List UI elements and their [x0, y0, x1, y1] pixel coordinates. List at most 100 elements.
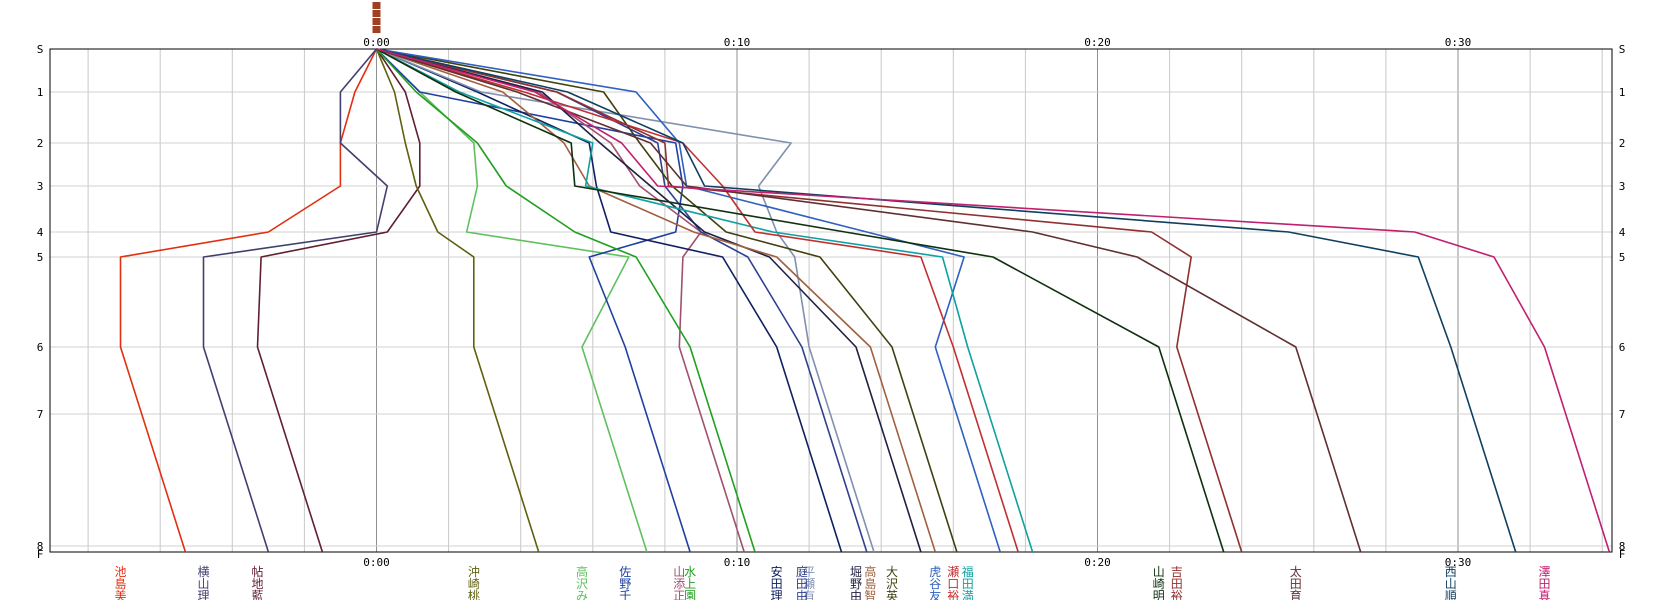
series-line: [376, 48, 958, 553]
y-tick-label-right: 7: [1619, 408, 1626, 421]
runner-name-char: 田: [1290, 577, 1302, 591]
runner-name-char: 裕: [1171, 588, 1183, 600]
x-tick-label-top: 0:30: [1445, 36, 1472, 49]
runner-name-char: 有: [803, 589, 815, 600]
runner-name-char: 瀬: [947, 565, 959, 579]
runner-name-char: 沖: [468, 565, 480, 579]
runner-name-char: 高: [576, 564, 588, 579]
y-tick-label-left: 7: [37, 408, 44, 421]
runner-name-char: 千: [619, 589, 631, 600]
y-tick-label-right: 8: [1619, 540, 1626, 553]
series-line: [376, 48, 843, 553]
grid: [50, 49, 1612, 552]
runner-name-label: 横山理: [197, 565, 209, 600]
runner-name-char: 田: [1171, 577, 1183, 591]
y-tick-label-right: 6: [1619, 341, 1626, 354]
series-line: [376, 48, 1362, 553]
start-marker: [372, 10, 381, 17]
runner-name-label: 吉田裕: [1171, 565, 1183, 600]
runner-name-char: 谷: [929, 577, 941, 591]
runner-name-char: 瀬: [803, 577, 815, 591]
runner-name-char: 沢: [886, 577, 898, 591]
runner-name-char: 虎: [929, 565, 941, 579]
runner-name-char: 智: [864, 588, 876, 600]
runner-name-label: 山崎明: [1153, 565, 1165, 600]
runner-name-char: 裕: [947, 588, 959, 600]
series-layer: [119, 48, 1611, 553]
runner-name-char: 美: [115, 589, 127, 600]
series-line: [376, 48, 1001, 553]
x-tick-label-bottom: 0:20: [1084, 556, 1111, 569]
runner-name-char: 澤: [1539, 565, 1551, 579]
runner-name-char: 沢: [576, 577, 588, 591]
series-line: [376, 48, 1019, 553]
runner-name-char: 育: [1290, 588, 1302, 600]
x-tick-label-bottom: 0:10: [724, 556, 751, 569]
series-line: [376, 48, 875, 553]
runner-name-char: 高: [864, 564, 876, 579]
runner-name-char: 福: [962, 564, 974, 579]
runner-name-char: 山: [197, 577, 209, 591]
runner-name-label: 池島美: [115, 565, 127, 600]
runner-name-label: 堀野由: [850, 564, 862, 600]
series-line: [376, 48, 745, 553]
series-line: [375, 48, 648, 553]
y-tick-label-right: S: [1619, 43, 1626, 56]
runner-name-char: 山: [673, 565, 685, 579]
runner-name-label: 澤田真: [1539, 565, 1551, 600]
runner-name-char: 理: [197, 589, 209, 600]
runner-name-label: 山添正: [673, 565, 685, 600]
y-tick-label-left: 5: [37, 251, 44, 264]
runner-name-label: 虎谷友: [929, 565, 941, 600]
series-line: [375, 48, 540, 553]
y-tick-label-left: 8: [37, 540, 44, 553]
series-line: [376, 48, 1611, 553]
runner-name-char: 崎: [1153, 577, 1165, 591]
runner-name-char: 友: [929, 589, 941, 600]
series-line: [376, 48, 868, 553]
runner-name-char: 田: [796, 577, 808, 591]
y-tick-label-right: 5: [1619, 251, 1626, 264]
runner-name-char: 添: [673, 577, 685, 591]
runner-name-char: 順: [1445, 589, 1457, 600]
axes: 0:00 0:00 0:10 0:10 0:20 0:20 0:30 0:30 S S 1 1 2 2 3 3…: [37, 2, 1626, 569]
runner-name-char: 太: [1290, 564, 1302, 579]
y-tick-label-left: S: [37, 43, 44, 56]
runner-name-char: 上: [684, 577, 696, 591]
runner-name-char: 真: [1539, 589, 1551, 600]
series-line: [376, 48, 1034, 553]
runner-name-char: 英: [886, 589, 898, 600]
runner-name-label: 瀬口裕: [947, 565, 959, 600]
x-tick-label-bottom: 0:30: [1445, 556, 1472, 569]
runner-name-char: 田: [962, 577, 974, 591]
series-line: [376, 48, 922, 553]
start-marker: [372, 26, 381, 33]
runner-name-char: 平: [803, 565, 815, 579]
y-tick-label-left: 4: [37, 226, 44, 239]
runner-name-char: 水: [684, 565, 696, 579]
runner-name-char: 由: [796, 589, 808, 600]
runner-name-label: 水上園: [684, 565, 696, 600]
series-line: [202, 48, 389, 553]
runner-name-char: 藍: [252, 589, 264, 600]
runner-name-char: 庭: [796, 564, 808, 579]
runner-name-label: 西山順: [1445, 565, 1457, 600]
runner-name-label: 平瀬有: [803, 565, 815, 600]
runner-name-char: 佐: [619, 565, 631, 579]
runner-name-char: 横: [197, 565, 209, 579]
start-marker: [372, 2, 381, 9]
series-line: [376, 48, 1243, 553]
y-tick-label-right: F: [1619, 548, 1626, 561]
runner-name-label: 高島智: [864, 564, 876, 600]
runner-name-label: 庭田由: [796, 564, 808, 600]
plot-frame: [49, 48, 1613, 553]
y-tick-label-right: 1: [1619, 86, 1626, 99]
series-line: [375, 48, 691, 553]
runner-name-char: 島: [864, 576, 876, 591]
runner-name-char: 田: [1539, 577, 1551, 591]
runner-name-label: 帖地藍: [252, 564, 264, 600]
runner-name-char: 崎: [468, 577, 480, 591]
start-marker: [372, 18, 381, 25]
runner-name-char: 地: [252, 577, 264, 591]
runner-name-char: 明: [1153, 589, 1165, 600]
